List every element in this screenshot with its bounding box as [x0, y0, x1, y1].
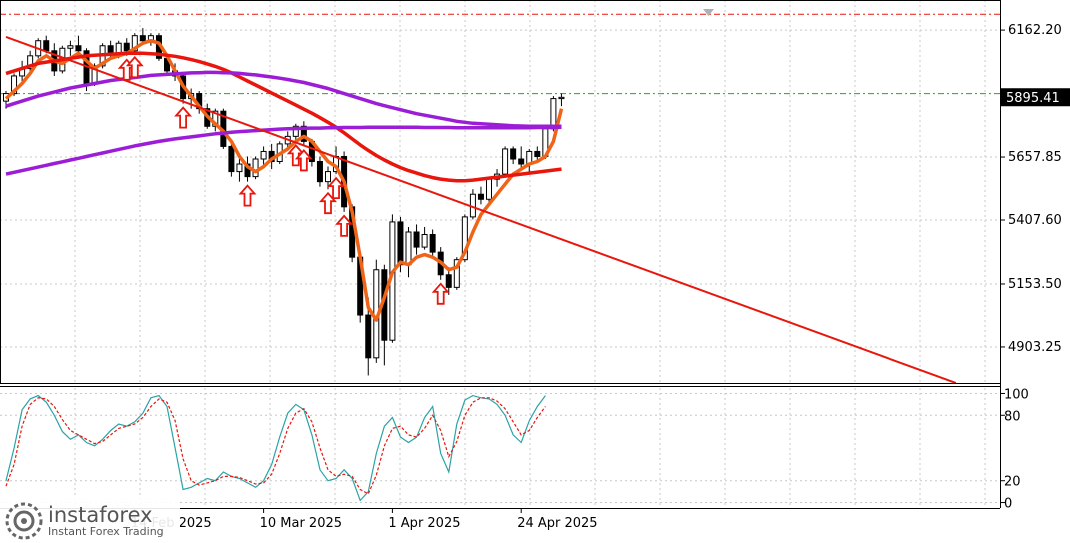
- candle-body: [260, 150, 267, 160]
- candle-body: [413, 231, 420, 248]
- current-price-badge: [1001, 88, 1070, 107]
- candle-body: [107, 45, 114, 54]
- candle-body: [550, 98, 557, 130]
- candle-body: [115, 42, 122, 54]
- osc-tick-label: 0: [1004, 497, 1012, 512]
- stochastic-signal-line: [5, 397, 546, 495]
- osc-tick-label: 100: [1004, 387, 1029, 402]
- candle-body: [236, 163, 243, 173]
- horizontal-levels: [0, 13, 1000, 95]
- candle-body: [11, 75, 18, 95]
- candle-body: [477, 193, 484, 200]
- price-tick-label: 5657.85: [1008, 150, 1062, 165]
- buy-arrows: [117, 55, 450, 305]
- trendline-line: [5, 36, 957, 384]
- moving-average-line: [4, 38, 564, 322]
- date-tick-label: 24 Apr 2025: [517, 516, 597, 531]
- candle-body: [27, 55, 34, 69]
- candle-body: [405, 231, 412, 266]
- watermark: instaforex Instant Forex Trading: [0, 498, 180, 543]
- candle-body: [558, 96, 565, 100]
- price-tick-label: 6162.20: [1008, 23, 1062, 38]
- candle-body: [67, 45, 74, 49]
- candle-body: [445, 274, 452, 288]
- stochastic-oscillator: [5, 394, 546, 502]
- candle-body: [123, 42, 130, 52]
- candle-body: [534, 150, 541, 157]
- current-price-label: 5895.41: [1006, 91, 1060, 106]
- candle-body: [252, 158, 259, 178]
- date-tick-label: 1 Apr 2025: [388, 516, 460, 531]
- candle-body: [365, 314, 372, 359]
- candle-body: [292, 125, 299, 137]
- up-arrow-icon: [319, 191, 337, 215]
- candle-body: [212, 110, 219, 127]
- candle-body: [429, 234, 436, 253]
- candle-body: [518, 158, 525, 165]
- candle-body: [510, 148, 517, 160]
- moving-average-line: [5, 125, 562, 176]
- shift-marker-icon: [703, 9, 714, 16]
- moving-average-line: [5, 51, 562, 183]
- up-arrow-icon: [335, 214, 354, 237]
- watermark-brand: instaforex: [48, 502, 153, 527]
- candle-body: [228, 145, 235, 173]
- candle-body: [316, 161, 323, 183]
- candle-body: [325, 171, 331, 183]
- instaforex-logo-icon: [5, 502, 43, 539]
- stochastic-main-line: [5, 394, 546, 502]
- candle-body: [486, 178, 492, 200]
- price-axis: 6162.20 5657.85 5407.60 5153.50 4903.25 5895.…: [1000, 23, 1070, 512]
- candle-body: [139, 35, 146, 42]
- candle-body: [300, 125, 307, 142]
- watermark-tagline: Instant Forex Trading: [48, 524, 164, 538]
- moving-average-line: [5, 70, 562, 129]
- up-arrow-icon: [125, 55, 144, 79]
- candle-body: [75, 45, 82, 52]
- osc-tick-label: 80: [1004, 409, 1021, 424]
- up-arrow-icon: [238, 184, 257, 207]
- candle-body: [461, 216, 468, 261]
- candle-body: [397, 221, 404, 266]
- up-arrow-icon: [174, 106, 193, 129]
- candle-body: [421, 234, 428, 248]
- price-tick-label: 5407.60: [1008, 213, 1062, 228]
- candle-body: [43, 40, 50, 52]
- up-arrow-icon: [327, 176, 346, 200]
- moving-averages: [4, 38, 564, 322]
- candle-body: [453, 259, 460, 288]
- trendline: [5, 36, 957, 384]
- price-tick-label: 5153.50: [1008, 277, 1062, 292]
- candle-body: [131, 35, 138, 52]
- osc-tick-label: 20: [1004, 475, 1021, 490]
- up-arrow-icon: [294, 149, 313, 172]
- price-tick-label: 4903.25: [1008, 340, 1062, 355]
- date-tick-label: 10 Mar 2025: [260, 516, 342, 531]
- candle-body: [502, 148, 509, 175]
- up-arrow-icon: [431, 282, 450, 305]
